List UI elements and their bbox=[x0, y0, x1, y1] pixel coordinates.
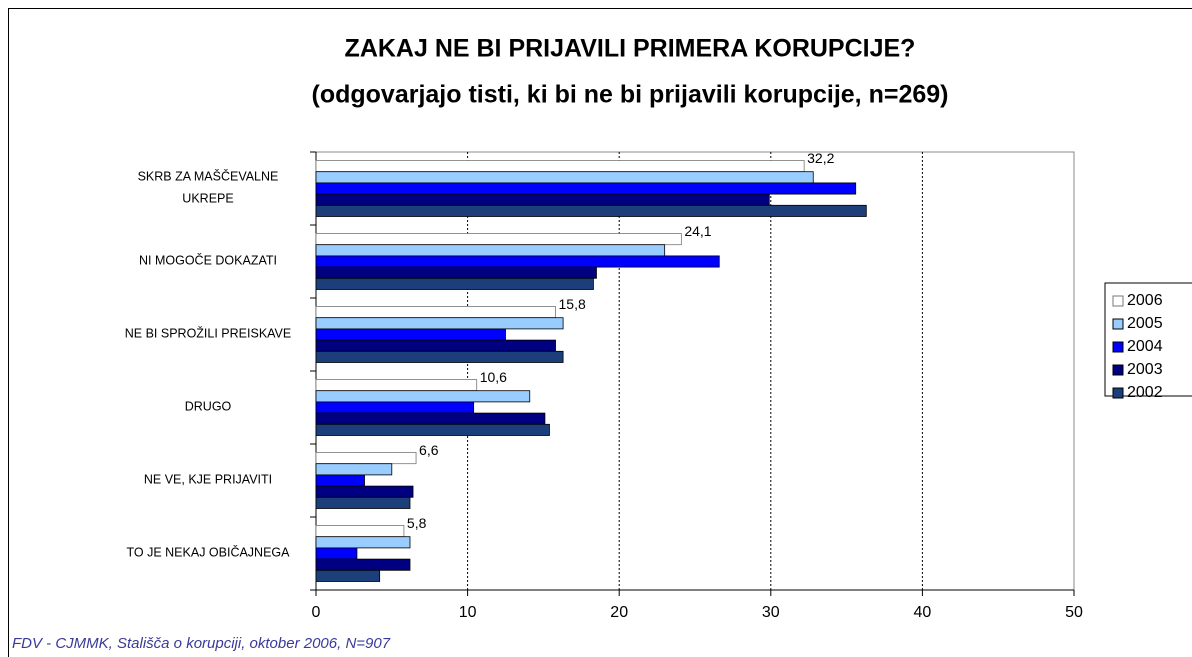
legend-label: 2004 bbox=[1127, 338, 1163, 355]
y-tick-label: DRUGO bbox=[185, 400, 232, 414]
bar bbox=[315, 423, 550, 436]
value-label: 24,1 bbox=[684, 223, 711, 239]
bar bbox=[315, 525, 405, 538]
frame bbox=[8, 8, 1192, 657]
bar bbox=[315, 485, 414, 498]
bar bbox=[315, 452, 417, 465]
bar bbox=[315, 379, 478, 392]
y-tick-label: NI MOGOČE DOKAZATI bbox=[139, 253, 277, 268]
x-tick-label: 40 bbox=[914, 604, 932, 621]
value-label: 15,8 bbox=[559, 296, 586, 312]
y-tick-label: TO JE NEKAJ OBIČAJNEGA bbox=[126, 545, 290, 560]
value-label: 5,8 bbox=[407, 515, 427, 531]
bar bbox=[315, 277, 594, 290]
bar bbox=[315, 558, 411, 571]
bar bbox=[315, 350, 564, 363]
legend-label: 2003 bbox=[1127, 361, 1163, 378]
value-label: 32,2 bbox=[807, 150, 834, 166]
x-tick-label: 10 bbox=[459, 604, 477, 621]
legend-label: 2005 bbox=[1127, 315, 1163, 332]
bar bbox=[315, 233, 682, 246]
y-tick-label: NE BI SPROŽILI PREISKAVE bbox=[125, 326, 292, 341]
legend-swatch bbox=[1112, 341, 1124, 353]
bar bbox=[315, 160, 805, 173]
chart-subtitle: (odgovarjajo tisti, ki bi ne bi prijavil… bbox=[312, 81, 949, 109]
bar bbox=[315, 182, 857, 195]
x-tick-label: 20 bbox=[610, 604, 628, 621]
chart-title: ZAKAJ NE BI PRIJAVILI PRIMERA KORUPCIJE? bbox=[345, 35, 916, 63]
source-note: FDV - CJMMK, Stališča o korupciji, oktob… bbox=[12, 635, 391, 652]
bar bbox=[315, 569, 381, 582]
bar bbox=[315, 171, 814, 184]
legend-label: 2006 bbox=[1127, 292, 1163, 309]
legend-box bbox=[1104, 282, 1192, 397]
legend-swatch bbox=[1112, 387, 1124, 399]
x-tick-label: 30 bbox=[762, 604, 780, 621]
bar bbox=[315, 306, 556, 319]
bar bbox=[315, 474, 365, 487]
value-label: 10,6 bbox=[480, 369, 507, 385]
bar bbox=[315, 547, 358, 560]
bar bbox=[315, 536, 411, 549]
bar bbox=[315, 244, 666, 257]
y-tick-label: NE VE, KJE PRIJAVITI bbox=[144, 473, 272, 487]
bar bbox=[315, 317, 564, 330]
bar bbox=[315, 328, 506, 341]
bar bbox=[315, 339, 556, 352]
y-tick-label: SKRB ZA MAŠČEVALNE UKREPE bbox=[138, 169, 279, 206]
bar bbox=[315, 412, 546, 425]
value-label: 6,6 bbox=[419, 442, 439, 458]
bar bbox=[315, 390, 531, 403]
bar bbox=[315, 204, 867, 217]
bar bbox=[315, 496, 411, 509]
bar bbox=[315, 463, 393, 476]
bar bbox=[315, 193, 770, 206]
x-tick-label: 0 bbox=[312, 604, 321, 621]
legend-label: 2002 bbox=[1127, 384, 1163, 401]
legend-swatch bbox=[1112, 295, 1124, 307]
x-tick-label: 50 bbox=[1065, 604, 1083, 621]
bar bbox=[315, 401, 475, 414]
plot-area bbox=[315, 151, 1075, 591]
bar bbox=[315, 255, 720, 268]
legend-swatch bbox=[1112, 318, 1124, 330]
bar bbox=[315, 266, 597, 279]
legend-swatch bbox=[1112, 364, 1124, 376]
